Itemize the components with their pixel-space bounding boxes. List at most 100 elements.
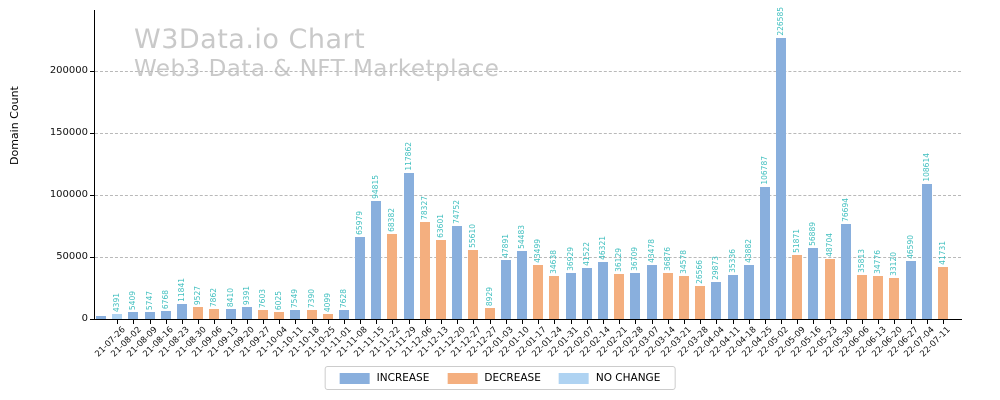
bar-22-01-24 xyxy=(549,276,560,319)
bar-21-11-08 xyxy=(355,237,366,319)
bar-value-label: 63601 xyxy=(436,214,446,238)
x-tick-mark xyxy=(424,320,426,324)
bar-value-label: 4391 xyxy=(112,292,122,312)
bar-value-label: 76694 xyxy=(840,198,850,222)
bar-22-03-21 xyxy=(678,276,689,319)
x-tick-mark xyxy=(165,320,167,324)
bar-value-label: 41731 xyxy=(938,241,947,265)
bar-value-label: 36129 xyxy=(614,248,624,272)
bar-value-label: 7549 xyxy=(290,288,300,308)
x-tick-mark xyxy=(311,320,313,324)
bar-21-08-23 xyxy=(176,304,187,319)
bar-22-04-25 xyxy=(759,187,770,319)
bar-21-09-06 xyxy=(209,309,220,319)
bar-value-label: 9391 xyxy=(241,285,251,305)
bar-22-03-28 xyxy=(695,286,706,319)
bar-value-label: 34578 xyxy=(678,250,688,274)
bar-21-10-04 xyxy=(274,312,285,319)
bar-21-09-20 xyxy=(241,307,252,319)
bar-value-label: 5747 xyxy=(144,290,154,310)
gridline xyxy=(95,257,961,258)
bar-22-03-14 xyxy=(662,273,673,319)
bar-value-label: 43478 xyxy=(646,239,656,263)
bar-22-01-10 xyxy=(517,251,527,319)
x-tick-mark xyxy=(619,320,621,324)
x-tick-mark xyxy=(878,320,880,324)
x-tick-mark xyxy=(797,320,799,324)
bar-value-label: 8410 xyxy=(225,287,235,307)
bar-21-11-15 xyxy=(371,201,382,319)
legend-swatch-increase xyxy=(339,372,370,384)
bar-22-07-11 xyxy=(938,267,948,319)
bar-22-05-30 xyxy=(840,224,851,319)
legend-item-no-change: NO CHANGE xyxy=(558,372,660,384)
bar-21-12-06 xyxy=(419,222,430,319)
bar-value-label: 51871 xyxy=(792,229,802,253)
bar-21-10-18 xyxy=(306,310,317,319)
bar-21-09-27 xyxy=(257,310,268,319)
x-tick-mark xyxy=(262,320,264,324)
x-tick-mark xyxy=(845,320,847,324)
x-tick-mark xyxy=(716,320,718,324)
gridline xyxy=(95,71,961,72)
bar-22-05-23 xyxy=(824,259,835,319)
bar-value-label: 35813 xyxy=(857,249,867,273)
bar-22-05-02 xyxy=(776,38,787,319)
x-tick-mark xyxy=(894,320,896,324)
x-tick-mark xyxy=(732,320,734,324)
y-tick-mark xyxy=(90,257,94,258)
x-tick-mark xyxy=(230,320,232,324)
x-tick-mark xyxy=(246,320,248,324)
bar-value-label: 36929 xyxy=(565,247,575,271)
bar-value-label: 108614 xyxy=(921,153,931,182)
x-tick-mark xyxy=(327,320,329,324)
bar-21-11-29 xyxy=(403,173,414,319)
legend-swatch-decrease xyxy=(447,372,478,384)
y-tick-label: 0 xyxy=(81,313,88,324)
bar-22-02-14 xyxy=(597,262,608,319)
x-tick-mark xyxy=(181,320,183,324)
bar-value-label: 94815 xyxy=(371,175,381,199)
legend-label: DECREASE xyxy=(484,372,541,384)
x-tick-mark xyxy=(392,320,394,324)
bar-22-06-20 xyxy=(889,278,900,319)
bar-22-01-31 xyxy=(565,273,576,319)
x-tick-mark xyxy=(408,320,410,324)
x-tick-mark xyxy=(198,320,200,324)
bar-value-label: 34776 xyxy=(873,250,883,274)
bar-22-04-11 xyxy=(727,275,738,319)
bar-21-12-27 xyxy=(468,250,479,319)
bar-value-label: 11841 xyxy=(176,278,186,302)
bar-value-label: 55610 xyxy=(468,224,478,248)
bar-value-label: 48704 xyxy=(824,233,834,257)
x-tick-mark xyxy=(117,320,119,324)
bar-21-12-13 xyxy=(436,240,447,319)
bar-value-label: 34638 xyxy=(549,250,559,274)
legend-label: INCREASE xyxy=(376,372,430,384)
legend-item-increase: INCREASE xyxy=(339,372,430,384)
bar-21-08-30 xyxy=(193,307,204,319)
x-tick-mark xyxy=(829,320,831,324)
x-tick-mark xyxy=(457,320,459,324)
y-tick-mark xyxy=(90,319,94,320)
x-tick-mark xyxy=(343,320,345,324)
bar-value-label: 74752 xyxy=(452,200,462,224)
legend-item-decrease: DECREASE xyxy=(447,372,541,384)
x-tick-mark xyxy=(862,320,864,324)
x-tick-mark xyxy=(781,320,783,324)
bar-value-label: 7862 xyxy=(209,287,219,307)
x-tick-mark xyxy=(441,320,443,324)
bar-value-label: 46590 xyxy=(905,235,915,259)
x-tick-mark xyxy=(279,320,281,324)
bar-22-05-16 xyxy=(808,248,819,319)
bar-value-label: 35336 xyxy=(727,249,737,273)
x-tick-mark xyxy=(764,320,766,324)
y-tick-label: 200000 xyxy=(49,65,88,76)
bar-value-label: 29873 xyxy=(711,256,721,280)
bar-21-09-13 xyxy=(225,309,236,319)
x-tick-mark xyxy=(149,320,151,324)
bar-value-label: 68382 xyxy=(387,208,397,232)
x-tick-mark xyxy=(570,320,572,324)
x-tick-mark xyxy=(926,320,928,324)
x-tick-mark xyxy=(813,320,815,324)
